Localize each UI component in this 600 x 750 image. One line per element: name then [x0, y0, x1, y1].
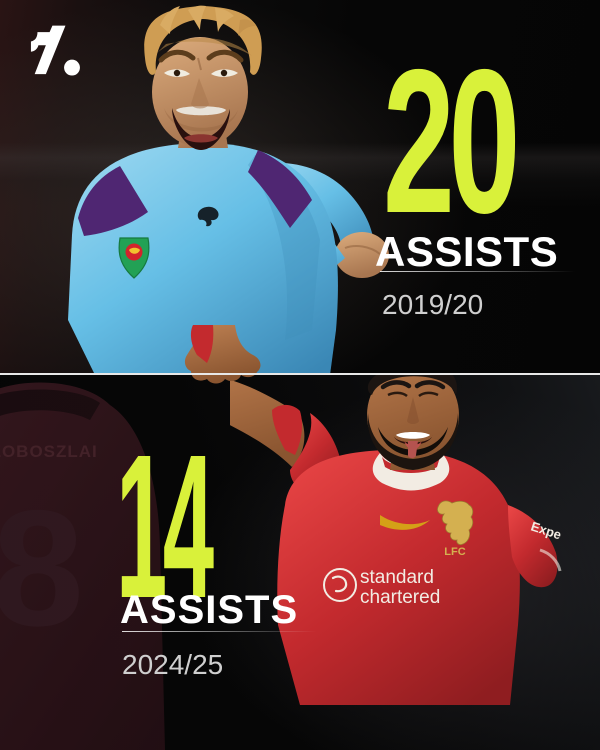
- svg-text:standard: standard: [360, 567, 434, 588]
- svg-text:LFC: LFC: [444, 546, 465, 558]
- svg-text:SZOBOSZLAI: SZOBOSZLAI: [0, 442, 98, 461]
- svg-text:chartered: chartered: [360, 587, 440, 608]
- svg-text:8: 8: [0, 476, 84, 660]
